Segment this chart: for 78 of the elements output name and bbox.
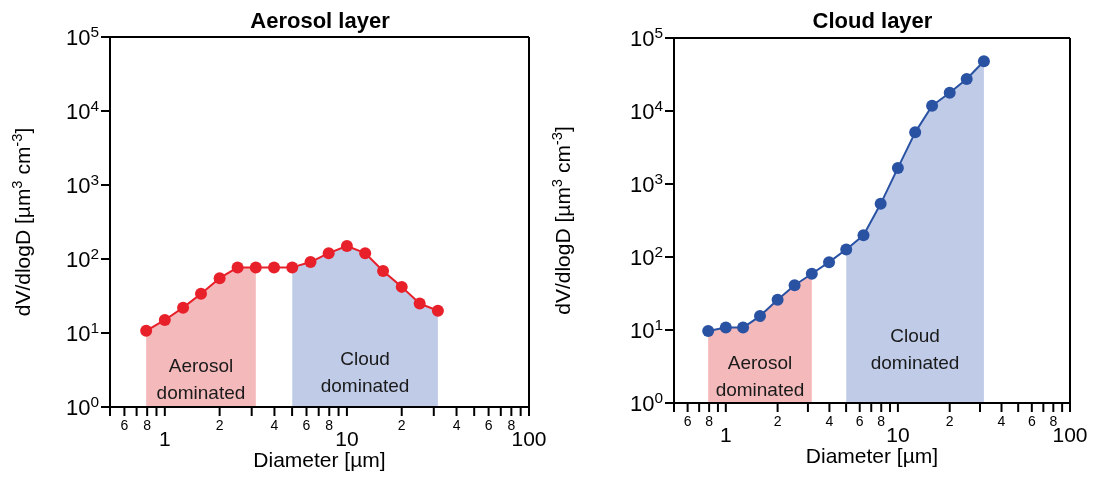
point — [304, 256, 317, 269]
point — [719, 321, 732, 334]
text: 6 — [484, 417, 493, 433]
x-tick-label: 1 — [158, 427, 171, 450]
y-tick-label: 10$^{3}$ — [65, 170, 99, 198]
text: 4 — [270, 417, 279, 433]
text: 8 — [877, 413, 886, 429]
y-tick-label: 10$^{3}$ — [629, 169, 663, 197]
point — [177, 301, 190, 314]
series-label: Cloud dominated — [870, 324, 960, 373]
y-tick-label: 10$^{0}$ — [65, 392, 99, 420]
point — [977, 55, 990, 68]
point — [286, 261, 299, 274]
point — [943, 86, 956, 99]
point — [771, 293, 784, 306]
x-tick-label: 10 — [886, 423, 910, 446]
point — [377, 264, 390, 277]
text: 6 — [1027, 413, 1036, 429]
x-tick-label: 10 — [335, 427, 359, 450]
point — [960, 72, 973, 85]
point — [857, 229, 870, 242]
text: 6 — [120, 417, 129, 433]
text: 2 — [773, 413, 782, 429]
point — [413, 297, 426, 310]
text: 6 — [302, 417, 311, 433]
y-tick-label: 10$^{0}$ — [629, 388, 663, 416]
point — [231, 261, 244, 274]
text: 8 — [1049, 413, 1058, 429]
point — [268, 261, 281, 274]
text: 4 — [825, 413, 834, 429]
series-label: Cloud dominated — [320, 347, 410, 396]
point — [702, 324, 715, 337]
point — [840, 243, 853, 256]
point — [874, 197, 887, 210]
text: 2 — [945, 413, 954, 429]
point — [213, 272, 226, 285]
y-tick-label: 10$^{4}$ — [629, 96, 664, 124]
text: 4 — [997, 413, 1006, 429]
y-tick-label: 10$^{2}$ — [65, 244, 99, 272]
x-axis-title: Diameter [µm] — [805, 444, 939, 467]
text: 4 — [452, 417, 461, 433]
y-tick-label: 10$^{5}$ — [629, 23, 663, 51]
point — [140, 324, 153, 337]
point — [359, 247, 372, 260]
chart-title: Cloud layer — [811, 8, 934, 34]
point — [340, 239, 353, 252]
y-tick-label: 10$^{4}$ — [65, 96, 100, 124]
series-label: Aerosol dominated — [156, 354, 246, 403]
text: 8 — [705, 413, 714, 429]
text: 8 — [507, 417, 516, 433]
text: 8 — [143, 417, 152, 433]
text: 6 — [855, 413, 864, 429]
y-tick-label: 10$^{5}$ — [65, 22, 99, 50]
point — [158, 313, 171, 326]
point — [249, 261, 262, 274]
point — [909, 126, 922, 139]
x-tick-label: 1 — [719, 423, 732, 446]
point — [926, 99, 939, 112]
text: 2 — [397, 417, 406, 433]
point — [194, 287, 207, 300]
y-tick-label: 10$^{1}$ — [629, 315, 663, 343]
x-axis-title: Diameter [µm] — [253, 448, 386, 471]
point — [395, 280, 408, 293]
point — [891, 161, 904, 174]
series-label: Aerosol dominated — [715, 351, 805, 400]
y-tick-label: 10$^{2}$ — [629, 242, 663, 270]
y-tick-label: 10$^{1}$ — [65, 318, 99, 346]
text: 6 — [683, 413, 692, 429]
point — [737, 321, 750, 334]
text: 8 — [325, 417, 334, 433]
point — [823, 256, 836, 269]
point — [754, 310, 766, 323]
point — [322, 247, 335, 260]
text: 2 — [215, 417, 224, 433]
point — [805, 267, 818, 280]
chart-title: Aerosol layer — [249, 8, 391, 34]
point — [788, 279, 801, 292]
point — [431, 304, 444, 317]
